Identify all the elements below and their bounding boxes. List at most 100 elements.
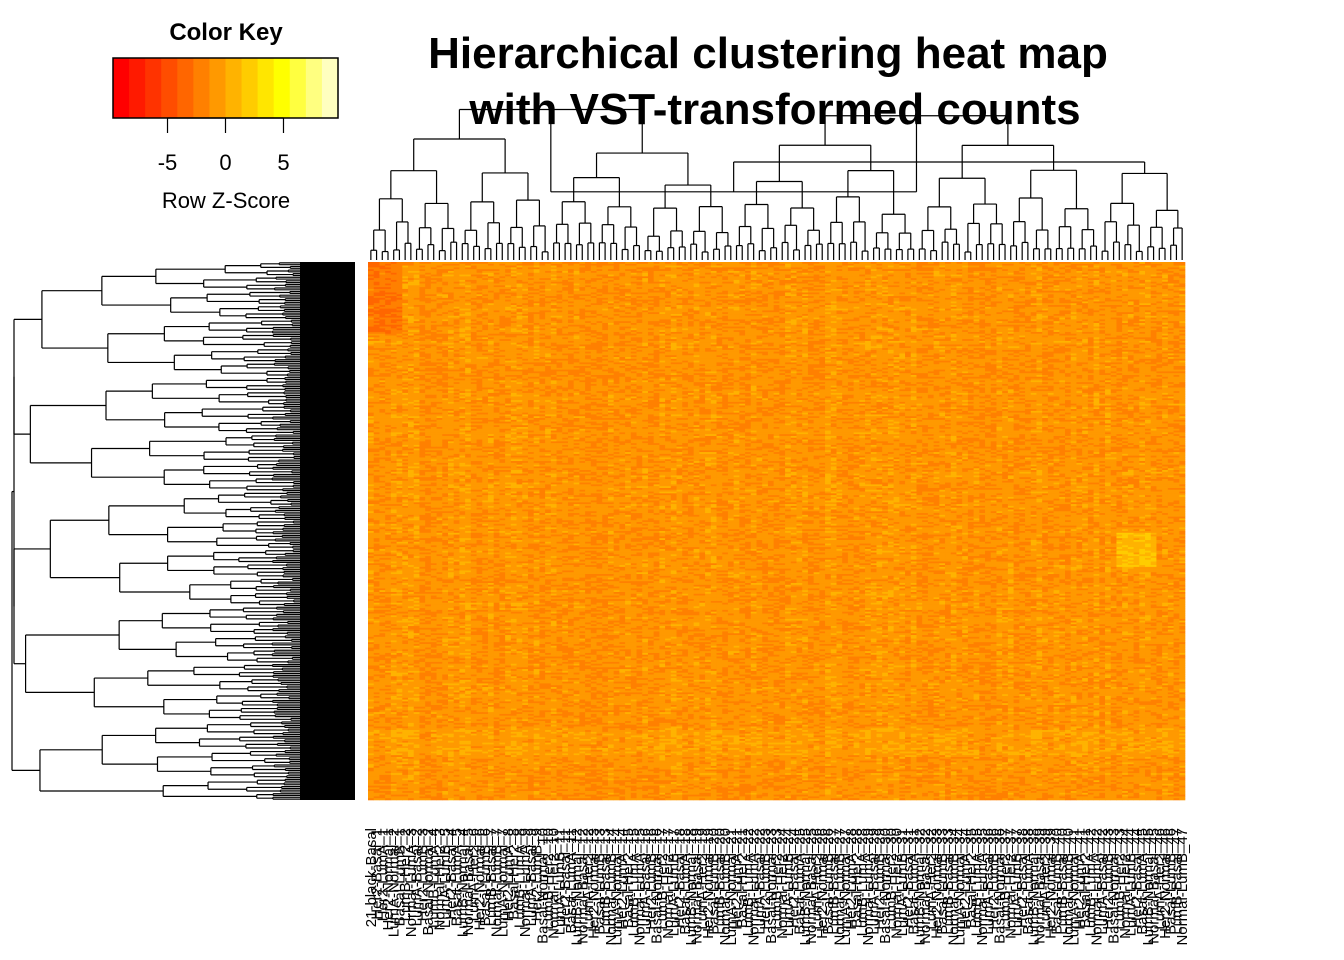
- heatmap-cell: [568, 267, 574, 269]
- heatmap-cell: [791, 280, 797, 282]
- heatmap-cell: [916, 271, 922, 273]
- heatmap-cell: [1174, 278, 1180, 280]
- heatmap-cell: [1065, 266, 1071, 268]
- heatmap-cell: [562, 275, 568, 277]
- heatmap-cell: [911, 271, 917, 273]
- heatmap-cell: [962, 269, 968, 271]
- heatmap-cell: [1139, 278, 1145, 280]
- heatmap-cell: [1094, 271, 1100, 273]
- heatmap-cell: [1042, 275, 1048, 277]
- heatmap-cell: [859, 275, 865, 277]
- heatmap-cell: [654, 264, 660, 266]
- heatmap-cell: [419, 278, 425, 280]
- heatmap-cell: [1088, 276, 1094, 278]
- heatmap-cell: [568, 275, 574, 277]
- heatmap-cell: [1151, 262, 1157, 264]
- heatmap-cell: [499, 269, 505, 271]
- heatmap-cell: [437, 269, 443, 271]
- heatmap-cell: [1042, 264, 1048, 266]
- heatmap-cell: [836, 273, 842, 275]
- heatmap-cell: [894, 271, 900, 273]
- heatmap-cell: [494, 273, 500, 275]
- heatmap-cell: [671, 275, 677, 277]
- heatmap-cell: [905, 273, 911, 275]
- heatmap-cell: [1008, 266, 1014, 268]
- heatmap-cell: [934, 267, 940, 269]
- heatmap-cell: [785, 273, 791, 275]
- heatmap-cell: [1099, 269, 1105, 271]
- heatmap-cell: [385, 271, 391, 273]
- heatmap-cell: [408, 267, 414, 269]
- heatmap-cell: [831, 280, 837, 282]
- heatmap-cell: [1042, 276, 1048, 278]
- heatmap-cell: [762, 267, 768, 269]
- heatmap-cell: [1122, 267, 1128, 269]
- heatmap-cell: [831, 275, 837, 277]
- heatmap-cell: [785, 262, 791, 264]
- heatmap-cell: [1156, 262, 1162, 264]
- heatmap-cell: [985, 278, 991, 280]
- heatmap-cell: [637, 275, 643, 277]
- heatmap-cell: [1071, 266, 1077, 268]
- heatmap-cell: [562, 280, 568, 282]
- heatmap-cell: [791, 269, 797, 271]
- heatmap-cell: [1025, 266, 1031, 268]
- heatmap-cell: [425, 280, 431, 282]
- heatmap-cell: [751, 280, 757, 282]
- heatmap-cell: [1008, 264, 1014, 266]
- heatmap-cell: [865, 262, 871, 264]
- heatmap-cell: [402, 275, 408, 277]
- heatmap-cell: [1139, 273, 1145, 275]
- heatmap-cell: [379, 276, 385, 278]
- heatmap-cell: [865, 264, 871, 266]
- heatmap-cell: [499, 262, 505, 264]
- heatmap-cell: [894, 278, 900, 280]
- heatmap-cell: [1145, 264, 1151, 266]
- heatmap-cell: [745, 278, 751, 280]
- heatmap-cell: [625, 269, 631, 271]
- heatmap-cell: [562, 269, 568, 271]
- heatmap-cell: [911, 275, 917, 277]
- heatmap-cell: [1122, 271, 1128, 273]
- heatmap-cell: [397, 262, 403, 264]
- heatmap-cell: [665, 273, 671, 275]
- heatmap-cell: [808, 273, 814, 275]
- heatmap-cell: [751, 266, 757, 268]
- heatmap-cell: [1071, 269, 1077, 271]
- heatmap-cell: [848, 266, 854, 268]
- heatmap-cell: [991, 276, 997, 278]
- heatmap-cell: [374, 262, 380, 264]
- heatmap-cell: [499, 280, 505, 282]
- heatmap-cell: [579, 278, 585, 280]
- heatmap-cell: [1128, 262, 1134, 264]
- heatmap-cell: [956, 276, 962, 278]
- heatmap-cell: [717, 266, 723, 268]
- heatmap-cell: [402, 273, 408, 275]
- heatmap-cell: [1071, 264, 1077, 266]
- heatmap-cell: [1128, 267, 1134, 269]
- heatmap-cell: [757, 266, 763, 268]
- heatmap-cell: [585, 262, 591, 264]
- heatmap-cell: [699, 273, 705, 275]
- heatmap-cell: [859, 264, 865, 266]
- heatmap-cell: [996, 264, 1002, 266]
- heatmap-cell: [517, 276, 523, 278]
- heatmap-cell: [968, 267, 974, 269]
- color-key-swatch: [306, 58, 323, 118]
- heatmap-cell: [408, 266, 414, 268]
- heatmap-cell: [745, 262, 751, 264]
- heatmap-cell: [579, 266, 585, 268]
- heatmap-cell: [859, 278, 865, 280]
- heatmap-cell: [1002, 267, 1008, 269]
- heatmap-cell: [648, 278, 654, 280]
- heatmap-cell: [939, 266, 945, 268]
- heatmap-cell: [945, 275, 951, 277]
- heatmap-cell: [694, 269, 700, 271]
- heatmap-cell: [1099, 267, 1105, 269]
- heatmap-cell: [762, 269, 768, 271]
- heatmap-cell: [665, 280, 671, 282]
- heatmap-cell: [791, 264, 797, 266]
- heatmap-cell: [419, 266, 425, 268]
- heatmap-cell: [1179, 276, 1185, 278]
- heatmap-cell: [1122, 262, 1128, 264]
